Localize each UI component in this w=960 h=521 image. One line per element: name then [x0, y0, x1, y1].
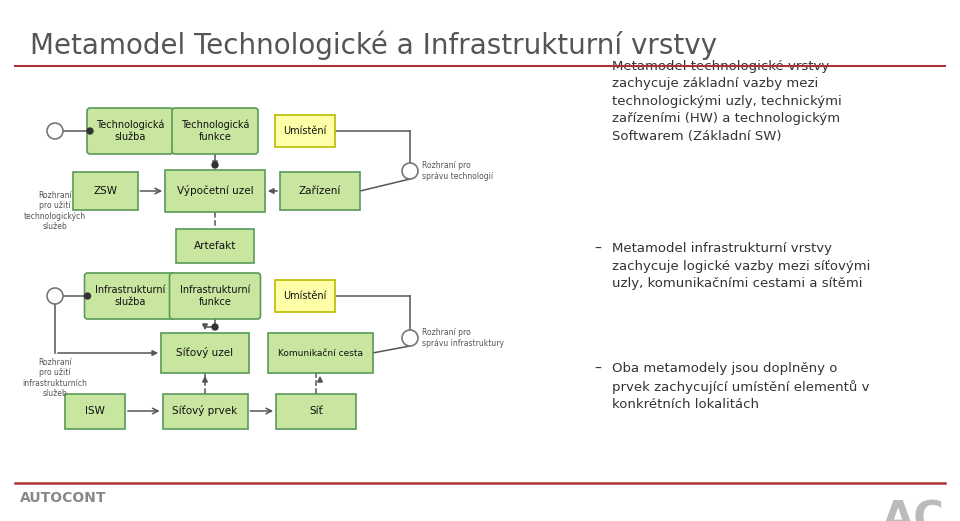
Text: Rozhraní pro
správu infrastruktury: Rozhraní pro správu infrastruktury: [422, 328, 504, 348]
Text: Metamodel infrastrukturní vrstvy
zachycuje logické vazby mezi síťovými
uzly, kom: Metamodel infrastrukturní vrstvy zachycu…: [612, 242, 871, 291]
Text: Technologická
služba: Technologická služba: [96, 120, 164, 142]
Circle shape: [47, 288, 63, 304]
FancyBboxPatch shape: [65, 393, 125, 428]
Text: AUTOCONT: AUTOCONT: [20, 491, 107, 505]
FancyBboxPatch shape: [268, 333, 372, 373]
Circle shape: [87, 128, 93, 134]
Text: ZSW: ZSW: [93, 186, 117, 196]
Text: Rozhraní
pro užití
technologických
služeb: Rozhraní pro užití technologických služe…: [24, 191, 86, 231]
FancyBboxPatch shape: [170, 273, 260, 319]
FancyBboxPatch shape: [176, 229, 254, 263]
Text: Síťový uzel: Síťový uzel: [177, 348, 233, 358]
Text: Technologická
funkce: Technologická funkce: [180, 120, 250, 142]
Circle shape: [212, 162, 218, 168]
Text: Metamodel Technologické a Infrastrukturní vrstvy: Metamodel Technologické a Infrastrukturn…: [30, 31, 717, 60]
Text: Umístění: Umístění: [283, 291, 326, 301]
Text: –: –: [594, 242, 601, 256]
Text: Oba metamodely jsou doplněny o
prvek zachycující umístění elementů v
konkrétních: Oba metamodely jsou doplněny o prvek zac…: [612, 362, 870, 412]
Text: Výpočetní uzel: Výpočetní uzel: [177, 185, 253, 196]
Text: Komunikační cesta: Komunikační cesta: [277, 349, 363, 357]
FancyBboxPatch shape: [276, 393, 356, 428]
Text: Rozhraní
pro užití
infrastrukturních
služeb: Rozhraní pro užití infrastrukturních slu…: [23, 358, 87, 398]
Text: Infrastrukturní
funkce: Infrastrukturní funkce: [180, 285, 251, 307]
Text: Rozhraní pro
správu technologií: Rozhraní pro správu technologií: [422, 162, 493, 181]
Text: –: –: [594, 362, 601, 376]
FancyBboxPatch shape: [161, 333, 249, 373]
Circle shape: [47, 123, 63, 139]
Text: Infrastrukturní
služba: Infrastrukturní služba: [95, 285, 165, 307]
FancyBboxPatch shape: [162, 393, 248, 428]
Circle shape: [402, 330, 418, 346]
Text: Metamodel technologické vrstvy
zachycuje základní vazby mezi
technologickými uzl: Metamodel technologické vrstvy zachycuje…: [612, 60, 842, 143]
Text: Síťový prvek: Síťový prvek: [173, 405, 238, 416]
Text: Síť: Síť: [309, 406, 323, 416]
FancyBboxPatch shape: [275, 280, 335, 312]
FancyBboxPatch shape: [280, 172, 360, 210]
FancyBboxPatch shape: [87, 108, 173, 154]
Text: Artefakt: Artefakt: [194, 241, 236, 251]
Text: Umístění: Umístění: [283, 126, 326, 136]
FancyBboxPatch shape: [275, 115, 335, 147]
FancyBboxPatch shape: [172, 108, 258, 154]
Circle shape: [402, 163, 418, 179]
Text: Zařízení: Zařízení: [299, 186, 341, 196]
Text: AC: AC: [882, 499, 945, 521]
FancyBboxPatch shape: [165, 170, 265, 212]
Circle shape: [212, 324, 218, 330]
Circle shape: [84, 293, 90, 299]
FancyBboxPatch shape: [84, 273, 176, 319]
FancyBboxPatch shape: [73, 172, 137, 210]
Text: ISW: ISW: [85, 406, 105, 416]
Text: –: –: [594, 60, 601, 74]
